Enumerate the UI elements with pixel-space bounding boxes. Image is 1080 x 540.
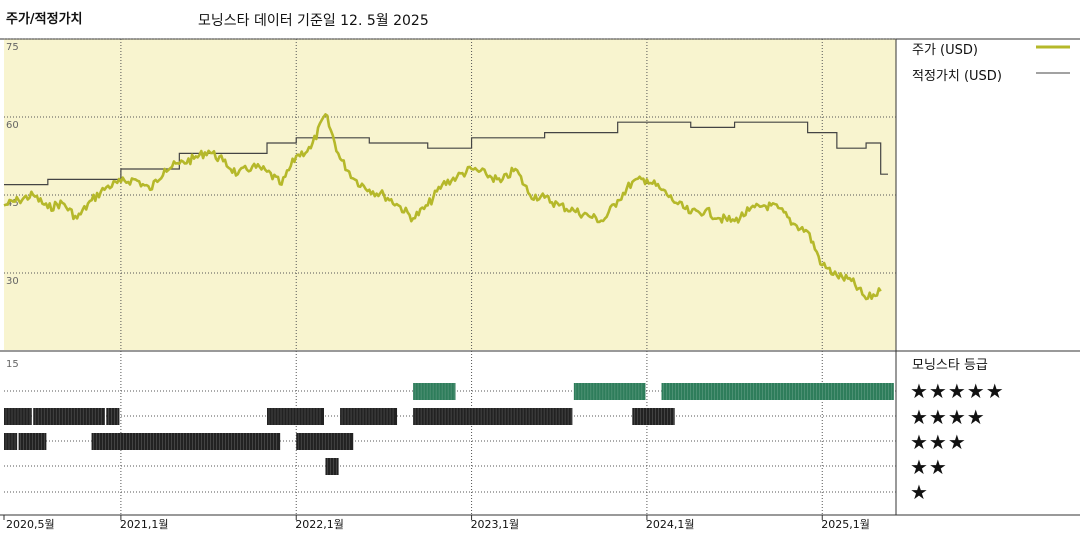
- x-tick-labels: 2020,5월 2021,1월 2022,1월 2023,1월 2024,1월 2025,…: [3, 515, 870, 531]
- rating-3-stars: ★★★: [910, 430, 967, 454]
- y-tick-label: 45: [6, 198, 19, 209]
- x-tick-label: 2020,5월: [6, 518, 55, 531]
- rating-bar-5-star: [413, 383, 456, 400]
- rating-history-bars: [4, 383, 894, 475]
- price-legend-label: 주가 (USD): [912, 43, 978, 58]
- rating-bar-3-star: [18, 433, 47, 450]
- rating-bar-3-star: [91, 433, 281, 450]
- x-tick-label: 2025,1월: [821, 518, 870, 531]
- x-tick-label: 2022,1월: [295, 518, 344, 531]
- rating-bar-5-star: [661, 383, 894, 400]
- rating-bar-4-star: [4, 408, 32, 425]
- rating-bar-3-star: [4, 433, 18, 450]
- rating-bar-4-star: [33, 408, 105, 425]
- rating-bar-4-star: [340, 408, 398, 425]
- y-tick-label: 60: [6, 120, 19, 131]
- x-tick-label: 2021,1월: [120, 518, 169, 531]
- price-line: [3, 113, 882, 301]
- rating-bar-2-star: [325, 458, 339, 475]
- price-panel-background: [4, 39, 896, 350]
- y-tick-label: 30: [6, 276, 19, 287]
- y-tick-labels: 75 60 45 30 15: [6, 42, 19, 370]
- rating-2-stars: ★★: [910, 455, 948, 479]
- x-tick-label: 2023,1월: [471, 518, 520, 531]
- rating-bar-4-star: [267, 408, 324, 425]
- rating-bar-5-star: [573, 383, 646, 400]
- rating-panel-title: 모닝스타 등급: [912, 358, 988, 373]
- rating-4-stars: ★★★★: [910, 405, 986, 429]
- rating-bar-4-star: [106, 408, 120, 425]
- rating-5-stars: ★★★★★: [910, 379, 1005, 403]
- rating-bar-3-star: [296, 433, 354, 450]
- series-lines: [3, 113, 888, 301]
- y-tick-label: 75: [6, 42, 19, 53]
- rating-1-star: ★: [910, 480, 929, 504]
- y-tick-label: 15: [6, 359, 19, 370]
- data-date-subtitle: 모닝스타 데이터 기준일 12. 5월 2025: [198, 13, 429, 29]
- rating-bar-4-star: [413, 408, 573, 425]
- x-tick-label: 2024,1월: [646, 518, 695, 531]
- fair-value-legend-label: 적정가치 (USD): [912, 69, 1002, 84]
- rating-bar-4-star: [632, 408, 675, 425]
- page-title: 주가/적정가치: [6, 12, 83, 27]
